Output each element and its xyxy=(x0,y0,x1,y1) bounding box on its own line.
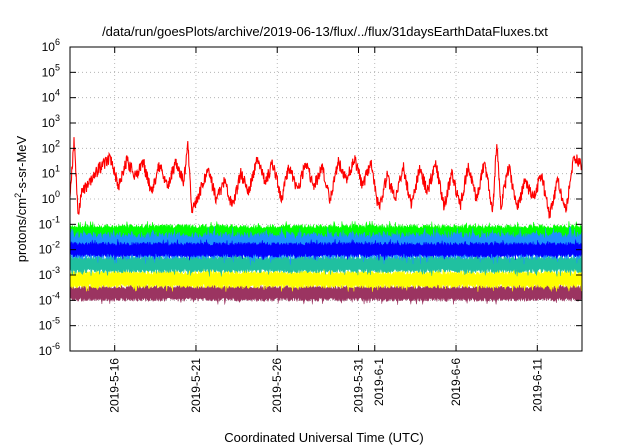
x-tick-label: 2019-5-31 xyxy=(352,358,366,413)
y-tick-label: 103 xyxy=(42,113,60,130)
y-tick-label: 106 xyxy=(42,37,60,54)
y-tick-label: 101 xyxy=(42,164,60,181)
y-tick-label: 105 xyxy=(42,62,60,79)
svg-text:protons/cm2-s-sr-MeV: protons/cm2-s-sr-MeV xyxy=(13,135,29,262)
x-axis-label: Coordinated Universal Time (UTC) xyxy=(224,430,423,445)
y-tick-label: 10-1 xyxy=(39,214,60,231)
y-tick-label: 10-4 xyxy=(39,290,60,307)
y-tick-label: 10-5 xyxy=(39,316,60,333)
series-layer xyxy=(69,137,583,305)
x-tick-label: 2019-5-16 xyxy=(108,358,122,413)
x-tick-label: 2019-5-26 xyxy=(270,358,284,413)
y-tick-label: 102 xyxy=(42,138,60,155)
x-tick-label: 2019-6-6 xyxy=(449,358,463,406)
series-line xyxy=(69,137,583,219)
chart-title: /data/run/goesPlots/archive/2019-06-13/f… xyxy=(102,24,548,39)
y-tick-label: 10-3 xyxy=(39,265,60,282)
x-tick-label: 2019-5-21 xyxy=(189,358,203,413)
y-tick-label: 100 xyxy=(42,189,60,206)
y-tick-label: 10-6 xyxy=(39,341,60,358)
y-tick-label: 104 xyxy=(42,88,60,105)
x-tick-label: 2019-6-11 xyxy=(530,358,544,412)
grid xyxy=(70,47,582,351)
y-tick-label: 10-2 xyxy=(39,240,60,257)
ticks: 10-6 10-5 10-4 10-3 10-2 10-1 100 101 102 103 104 1… xyxy=(39,37,582,413)
y-axis-label: protons/cm2-s-sr-MeV xyxy=(13,135,29,262)
x-tick-label: 2019-6-1 xyxy=(372,358,386,406)
